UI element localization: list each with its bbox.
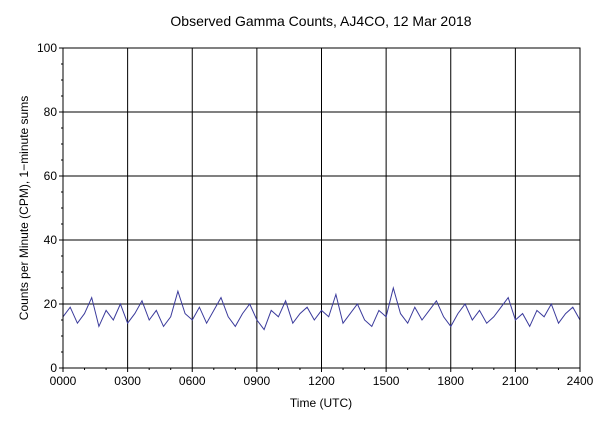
y-tick-label: 100 [37,41,57,55]
x-tick-label: 2100 [502,374,529,388]
x-tick-label: 1500 [373,374,400,388]
chart-title: Observed Gamma Counts, AJ4CO, 12 Mar 201… [170,13,471,29]
y-tick-label: 80 [44,105,58,119]
x-tick-label: 0600 [179,374,206,388]
y-axis-label: Counts per Minute (CPM), 1−minute sums [17,96,31,320]
grid-lines [62,47,581,369]
axis-ticks [59,47,581,372]
plot-area-frame [62,47,581,369]
y-tick-label: 0 [50,361,57,375]
x-axis-label: Time (UTC) [290,396,352,410]
x-tick-label: 0900 [244,374,271,388]
y-tick-label: 20 [44,297,58,311]
x-tick-labels: 0000 0300 0600 0900 1200 1500 1800 2100 2400 [50,374,594,388]
x-tick-label: 1200 [308,374,335,388]
x-tick-label: 1800 [437,374,464,388]
x-tick-label: 0300 [114,374,141,388]
y-tick-label: 40 [44,233,58,247]
x-tick-label: 2400 [567,374,594,388]
y-tick-label: 60 [44,169,58,183]
series-line-cpm [62,286,581,331]
x-tick-label: 0000 [50,374,77,388]
y-tick-labels: 0 20 40 60 80 100 [37,41,57,375]
